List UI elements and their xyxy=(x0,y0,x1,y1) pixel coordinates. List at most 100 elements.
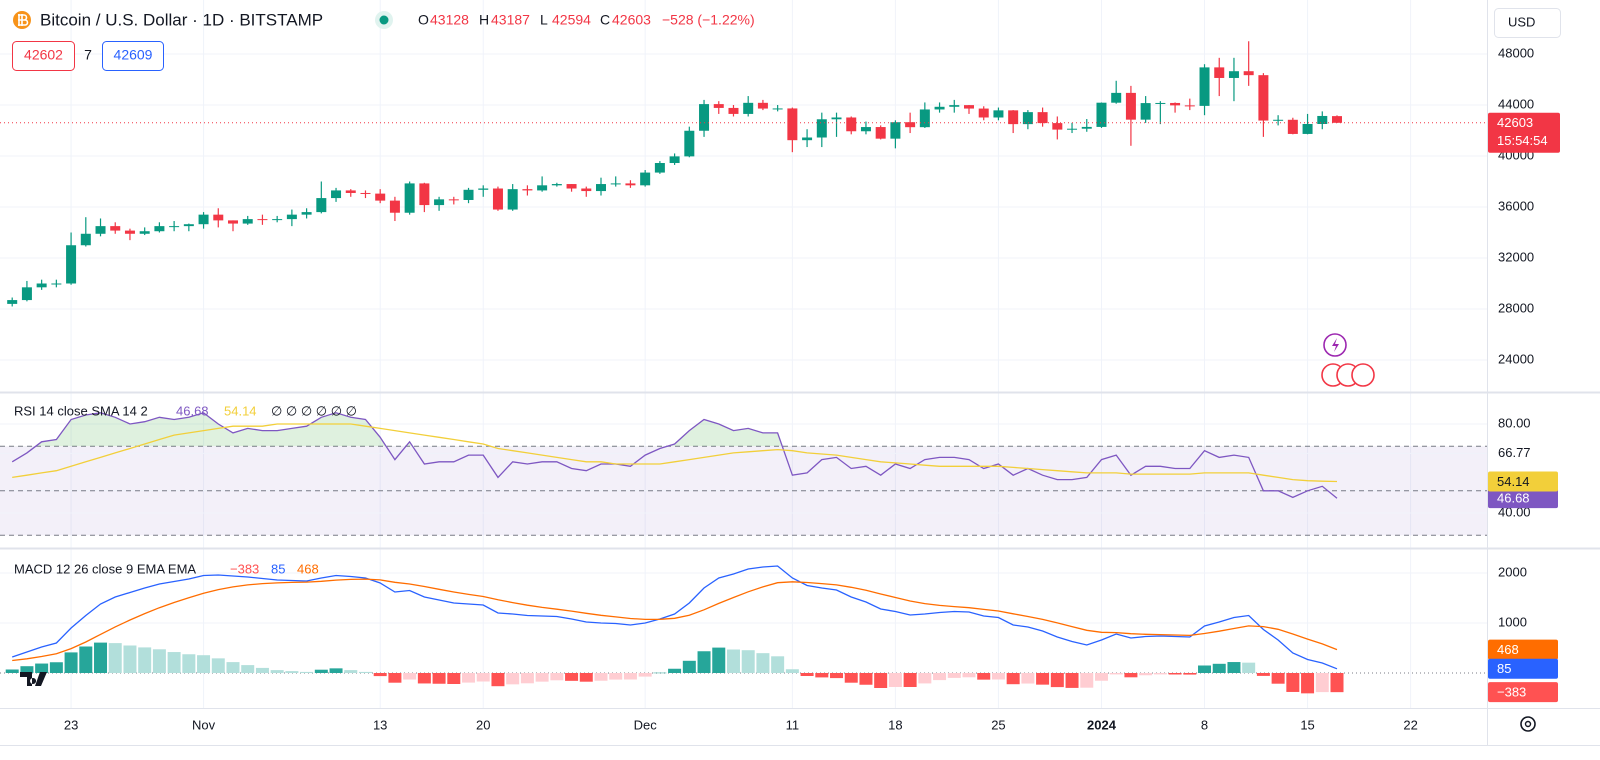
candle-body xyxy=(463,189,474,200)
ohlc-letter: C xyxy=(600,12,610,28)
ohlc-value: 42603 xyxy=(612,12,651,28)
indicator-title: RSI 14 close SMA 14 2 xyxy=(14,403,148,418)
histogram-bar xyxy=(1168,673,1182,675)
candle-body xyxy=(419,183,430,206)
candle-body xyxy=(183,224,194,227)
axis-value-tag-text: 85 xyxy=(1497,661,1511,676)
tradingview-logo[interactable] xyxy=(20,672,47,686)
bid-box[interactable] xyxy=(12,41,75,71)
candle-body xyxy=(1067,128,1078,130)
histogram-bar xyxy=(609,673,623,680)
histogram-bar xyxy=(874,673,888,688)
candle-body xyxy=(846,117,857,132)
histogram-bar xyxy=(844,673,858,683)
histogram-bar xyxy=(682,660,696,673)
candle-body xyxy=(1273,119,1284,121)
candle-body xyxy=(389,200,400,213)
candle-body xyxy=(596,184,606,192)
y-tick-label: 32000 xyxy=(1498,249,1534,264)
histogram-bar xyxy=(520,673,534,684)
histogram-bar xyxy=(1315,673,1329,693)
histogram-bar xyxy=(1050,673,1064,688)
histogram-bar xyxy=(476,673,490,682)
histogram-bar xyxy=(918,673,932,684)
candle-body xyxy=(757,102,768,109)
histogram-bar xyxy=(888,673,902,687)
candle-body xyxy=(684,130,695,157)
macd-line xyxy=(11,565,1338,670)
axis-value-tag xyxy=(1488,471,1558,492)
ask-price: 42609 xyxy=(114,47,153,63)
histogram-bar xyxy=(49,662,63,673)
histogram-bar xyxy=(197,655,211,673)
histogram-bar xyxy=(138,647,152,673)
ask-box[interactable] xyxy=(102,41,164,71)
x-tick-label: 8 xyxy=(1201,717,1208,732)
histogram-bar xyxy=(506,673,520,685)
histogram-bar xyxy=(241,665,255,673)
histogram-bar xyxy=(358,671,372,673)
indicator-value: 468 xyxy=(297,561,319,576)
indicator-title: MACD 12 26 close 9 EMA EMA xyxy=(14,561,196,576)
candle-body xyxy=(625,183,636,186)
candle-body xyxy=(743,102,754,114)
x-tick-label: 13 xyxy=(373,717,387,732)
market-status-dot[interactable] xyxy=(379,15,389,25)
histogram-bar xyxy=(1065,673,1079,688)
histogram-bar xyxy=(447,673,461,684)
settings-icon[interactable] xyxy=(1520,716,1536,732)
histogram-bar xyxy=(373,673,387,677)
currency: USD xyxy=(1508,14,1535,29)
x-tick-label: 23 xyxy=(64,717,78,732)
candle-body xyxy=(66,245,77,284)
histogram-bar xyxy=(594,673,608,681)
candle-body xyxy=(198,214,209,225)
axis-value-tag-text: 468 xyxy=(1497,642,1519,657)
ohlc-letter: H xyxy=(479,12,489,28)
histogram-bar xyxy=(270,670,284,673)
candle-body xyxy=(1140,103,1151,120)
candle-body xyxy=(1052,123,1063,130)
candle-body xyxy=(478,188,489,190)
y-tick-label: 40.00 xyxy=(1498,504,1531,519)
histogram-bar xyxy=(771,656,785,673)
x-tick-label: 18 xyxy=(888,717,902,732)
histogram-bar xyxy=(697,651,711,673)
candle-body xyxy=(1317,115,1328,124)
candle-body xyxy=(1170,102,1181,106)
histogram-bar xyxy=(1153,673,1167,675)
candle-body xyxy=(978,108,989,118)
histogram-bar xyxy=(815,673,829,678)
histogram-bar xyxy=(859,673,873,685)
axis-value-tag xyxy=(1488,658,1558,679)
candle-body xyxy=(492,188,503,210)
histogram-bar xyxy=(1301,673,1315,694)
indicator-value: 85 xyxy=(271,561,285,576)
axis-value-tag xyxy=(1488,639,1558,660)
candle-body xyxy=(1214,67,1225,78)
histogram-bar xyxy=(152,649,166,673)
economic-event[interactable] xyxy=(1351,363,1375,387)
indicator-na-values: ∅ ∅ ∅ ∅ ∅ ∅ xyxy=(271,403,357,418)
currency-button[interactable] xyxy=(1494,8,1561,38)
histogram-bar xyxy=(388,673,402,683)
histogram-bar xyxy=(903,673,917,687)
bitcoin-glyph xyxy=(18,14,29,26)
histogram-bar xyxy=(565,673,579,681)
ohlc-letter: L xyxy=(540,12,548,28)
histogram-bar xyxy=(550,673,564,681)
histogram-bar xyxy=(64,652,78,673)
candle-body xyxy=(669,156,680,164)
histogram-bar xyxy=(653,672,667,674)
y-tick-label: 36000 xyxy=(1498,198,1534,213)
candle-body xyxy=(875,127,886,139)
candle-body xyxy=(1022,112,1033,125)
ohlc-value: 42594 xyxy=(552,12,591,28)
x-tick-label: 11 xyxy=(786,717,800,732)
histogram-bar xyxy=(712,647,726,673)
y-tick-label: 28000 xyxy=(1498,300,1534,315)
settings-icon-center xyxy=(1524,720,1532,728)
candle-body xyxy=(816,119,827,138)
symbol-title[interactable]: Bitcoin / U.S. Dollar · 1D · BITSTAMP xyxy=(40,10,323,29)
x-tick-label: 20 xyxy=(476,717,490,732)
